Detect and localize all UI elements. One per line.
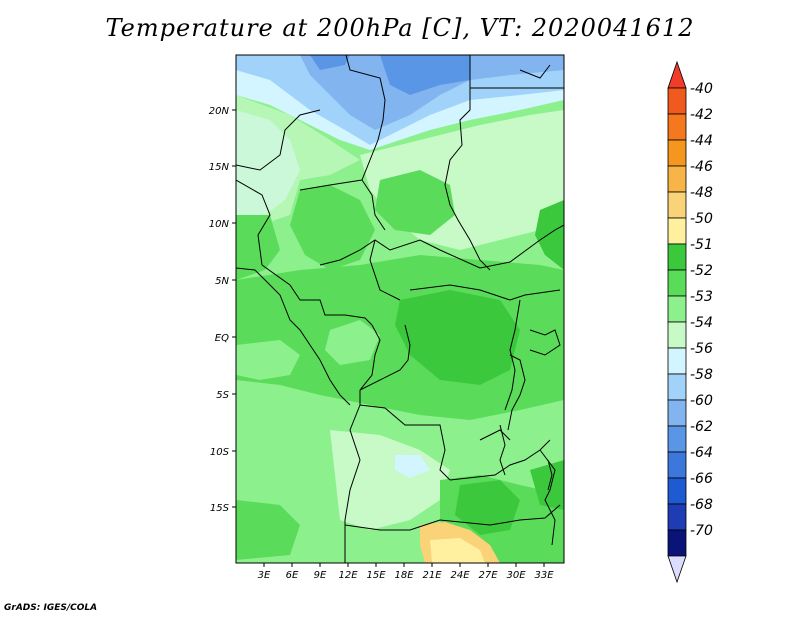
lat-label-15n: 15N	[209, 162, 230, 173]
colorbar-segment	[667, 269, 687, 297]
colorbar-segment	[667, 503, 687, 531]
lon-labels: 3E 6E 9E 12E 15E 18E 21E 24E 27E 30E 33E	[258, 570, 555, 581]
colorbar-segment	[667, 139, 687, 167]
colorbar-label-m62: -62	[690, 419, 713, 435]
lon-label-18e: 18E	[394, 570, 414, 581]
lon-label-3e: 3E	[258, 570, 271, 581]
colorbar-segment	[667, 451, 687, 479]
colorbar-label-m66: -66	[690, 471, 713, 487]
lat-ticks	[232, 109, 236, 508]
colorbar-label-m56: -56	[690, 341, 713, 357]
colorbar-segment	[667, 217, 687, 245]
country-borders	[236, 55, 564, 563]
colorbar	[667, 60, 687, 584]
lon-label-27e: 27E	[478, 570, 498, 581]
lat-label-eq: EQ	[215, 333, 229, 344]
lat-labels: 20N 15N 10N 5N EQ 5S 10S 15S	[209, 106, 230, 514]
lat-label-15s: 15S	[210, 503, 230, 514]
lon-label-30e: 30E	[506, 570, 526, 581]
colorbar-segment	[667, 529, 687, 557]
grads-credit: GrADS: IGES/COLA	[4, 603, 98, 613]
colorbar-label-m44: -44	[690, 133, 713, 149]
colorbar-segment	[667, 321, 687, 349]
colorbar-segment	[667, 425, 687, 453]
lon-label-15e: 15E	[366, 570, 386, 581]
colorbar-segment	[667, 60, 687, 89]
lon-label-21e: 21E	[422, 570, 442, 581]
lon-label-9e: 9E	[314, 570, 327, 581]
colorbar-segment	[667, 87, 687, 115]
lon-label-6e: 6E	[286, 570, 299, 581]
lon-ticks	[263, 563, 545, 567]
colorbar-segment	[667, 347, 687, 375]
lat-label-10n: 10N	[209, 219, 230, 230]
colorbar-segment	[667, 243, 687, 271]
colorbar-label-m68: -68	[690, 497, 713, 513]
colorbar-label-m51: -51	[690, 237, 713, 253]
colorbar-label-m42: -42	[690, 107, 713, 123]
colorbar-segment	[667, 113, 687, 141]
colorbar-label-m54: -54	[690, 315, 713, 331]
lat-label-20n: 20N	[209, 106, 230, 117]
lat-label-10s: 10S	[210, 447, 230, 458]
colorbar-label-m60: -60	[690, 393, 713, 409]
colorbar-label-m46: -46	[690, 159, 713, 175]
colorbar-label-m50: -50	[690, 211, 713, 227]
lon-label-12e: 12E	[338, 570, 358, 581]
colorbar-label-m70: -70	[690, 523, 713, 539]
colorbar-segment	[667, 477, 687, 505]
lat-label-5n: 5N	[215, 276, 229, 287]
colorbar-segment	[667, 373, 687, 401]
colorbar-segment	[667, 165, 687, 193]
colorbar-segment	[667, 191, 687, 219]
colorbar-labels: -40 -42 -44 -46 -48 -50 -51 -52 -53 -54 …	[690, 81, 713, 539]
lon-label-24e: 24E	[450, 570, 470, 581]
lon-label-33e: 33E	[534, 570, 554, 581]
colorbar-label-m40: -40	[690, 81, 713, 97]
temperature-field	[236, 55, 564, 563]
lat-label-5s: 5S	[216, 390, 229, 401]
colorbar-segment	[667, 295, 687, 323]
colorbar-label-m48: -48	[690, 185, 713, 201]
colorbar-label-m53: -53	[690, 289, 713, 305]
colorbar-segment	[667, 555, 687, 584]
colorbar-label-m52: -52	[690, 263, 713, 279]
colorbar-segment	[667, 399, 687, 427]
map-frame	[235, 54, 565, 564]
colorbar-label-m64: -64	[690, 445, 713, 461]
chart-title: Temperature at 200hPa [C], VT: 202004161…	[105, 14, 695, 42]
colorbar-label-m58: -58	[690, 367, 713, 383]
